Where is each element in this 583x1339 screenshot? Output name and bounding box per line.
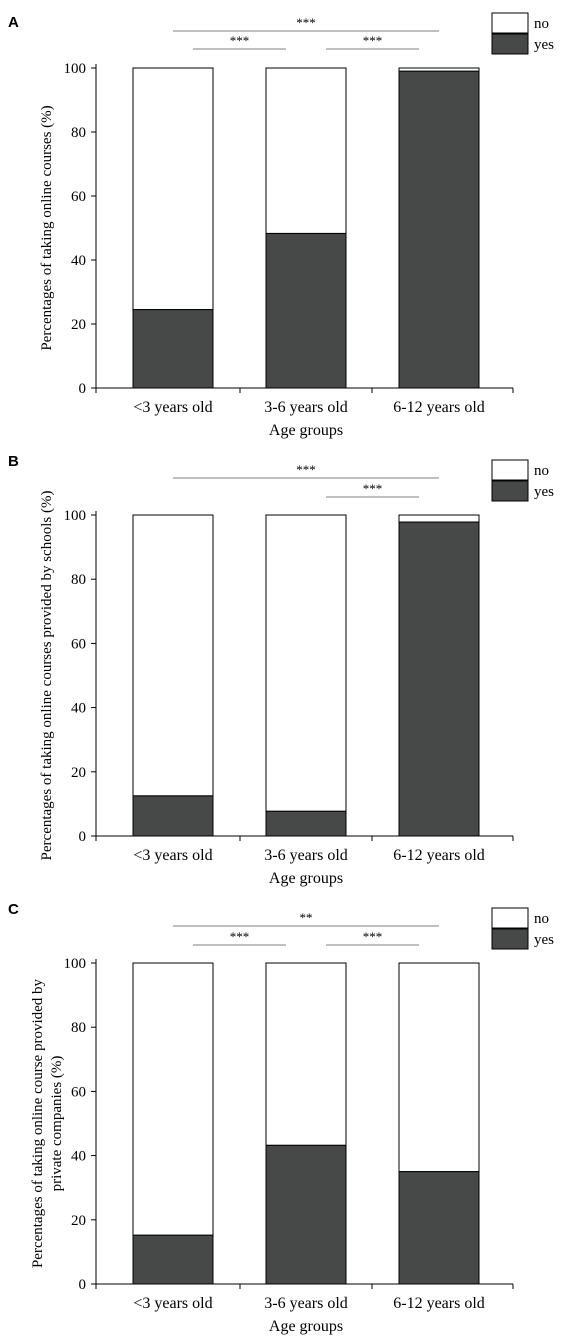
y-tick-label: 0 xyxy=(79,829,87,845)
bar-yes-segment xyxy=(398,70,480,389)
significance-label: *** xyxy=(296,15,316,30)
bar-yes-segment xyxy=(398,1171,480,1285)
bar-yes-segment xyxy=(132,795,214,837)
bar-no-segment xyxy=(398,962,480,1173)
panel-letter: B xyxy=(8,453,19,470)
legend-swatch-no xyxy=(491,459,529,481)
y-tick-label: 60 xyxy=(71,1084,86,1100)
bar-yes-segment xyxy=(398,521,480,837)
x-tick-label: 6-12 years old xyxy=(393,1295,485,1312)
x-axis-title: Age groups xyxy=(269,1318,343,1335)
y-axis-title: Percentages of taking online course prov… xyxy=(30,978,46,1268)
x-tick-label: 3-6 years old xyxy=(264,847,348,864)
y-tick-label: 100 xyxy=(64,956,87,972)
legend-swatch-yes xyxy=(491,480,529,502)
x-tick-label: <3 years old xyxy=(133,847,212,864)
legend-label-yes: yes xyxy=(534,484,554,500)
y-tick-label: 60 xyxy=(71,189,86,205)
legend-swatch-no xyxy=(491,907,529,929)
bar-yes-segment xyxy=(265,232,347,389)
chart-panel-b: B 0 20 40 60 80 100 <3 years old 3-6 years old 6-… xyxy=(8,453,554,887)
x-tick-label: <3 years old xyxy=(133,1295,212,1312)
y-tick-label: 100 xyxy=(64,508,87,524)
legend-label-no: no xyxy=(534,16,549,32)
legend-label-yes: yes xyxy=(534,932,554,948)
significance-label: *** xyxy=(363,929,383,944)
x-axis-title: Age groups xyxy=(269,422,343,439)
y-axis-title: Percentages of taking online courses pro… xyxy=(39,491,55,861)
y-tick-label: 60 xyxy=(71,636,86,652)
bar-yes-segment xyxy=(265,810,347,837)
legend-label-no: no xyxy=(534,463,549,479)
legend-swatch-yes xyxy=(491,33,529,55)
x-tick-label: 6-12 years old xyxy=(393,847,485,864)
bar-yes-segment xyxy=(132,1234,214,1285)
legend-swatch-yes xyxy=(491,928,529,950)
y-tick-label: 0 xyxy=(79,1277,87,1293)
bar-no-segment xyxy=(132,67,214,311)
panel-letter: C xyxy=(8,901,19,918)
x-axis-title: Age groups xyxy=(269,870,343,887)
bar-no-segment xyxy=(265,67,347,234)
y-tick-label: 40 xyxy=(71,1149,86,1165)
bar-no-segment xyxy=(132,962,214,1236)
legend-label-yes: yes xyxy=(534,37,554,53)
y-tick-label: 80 xyxy=(71,1020,86,1036)
significance-label: *** xyxy=(363,481,383,496)
chart-panel-c: C 0 20 40 60 80 100 <3 years old 3-6 years old 6-… xyxy=(8,901,554,1335)
significance-label: *** xyxy=(296,462,316,477)
significance-label: *** xyxy=(230,929,250,944)
y-tick-label: 20 xyxy=(71,765,86,781)
legend-label-no: no xyxy=(534,911,549,927)
y-tick-label: 20 xyxy=(71,317,86,333)
y-axis-title: private companies (%) xyxy=(49,1056,65,1192)
bar-yes-segment xyxy=(265,1144,347,1285)
bar-yes-segment xyxy=(132,309,214,389)
bar-no-segment xyxy=(265,514,347,812)
y-tick-label: 40 xyxy=(71,701,86,717)
legend-swatch-no xyxy=(491,12,529,34)
bar-no-segment xyxy=(132,514,214,797)
x-tick-label: 3-6 years old xyxy=(264,1295,348,1312)
x-tick-label: 3-6 years old xyxy=(264,399,348,416)
y-tick-label: 20 xyxy=(71,1213,86,1229)
x-tick-label: 6-12 years old xyxy=(393,399,485,416)
significance-label: ** xyxy=(300,910,313,925)
y-axis-title: Percentages of taking online courses (%) xyxy=(39,105,55,350)
y-tick-label: 80 xyxy=(71,572,86,588)
bar-no-segment xyxy=(265,962,347,1146)
chart-panel-a: A 0 20 40 60 80 100 <3 years old 3-6 years old 6-… xyxy=(8,12,554,439)
bar-no-segment xyxy=(398,514,480,523)
panel-letter: A xyxy=(8,14,19,31)
y-tick-label: 80 xyxy=(71,125,86,141)
significance-label: *** xyxy=(363,33,383,48)
x-tick-label: <3 years old xyxy=(133,399,212,416)
y-tick-label: 40 xyxy=(71,253,86,269)
y-tick-label: 0 xyxy=(79,381,87,397)
y-tick-label: 100 xyxy=(64,61,87,77)
significance-label: *** xyxy=(230,33,250,48)
